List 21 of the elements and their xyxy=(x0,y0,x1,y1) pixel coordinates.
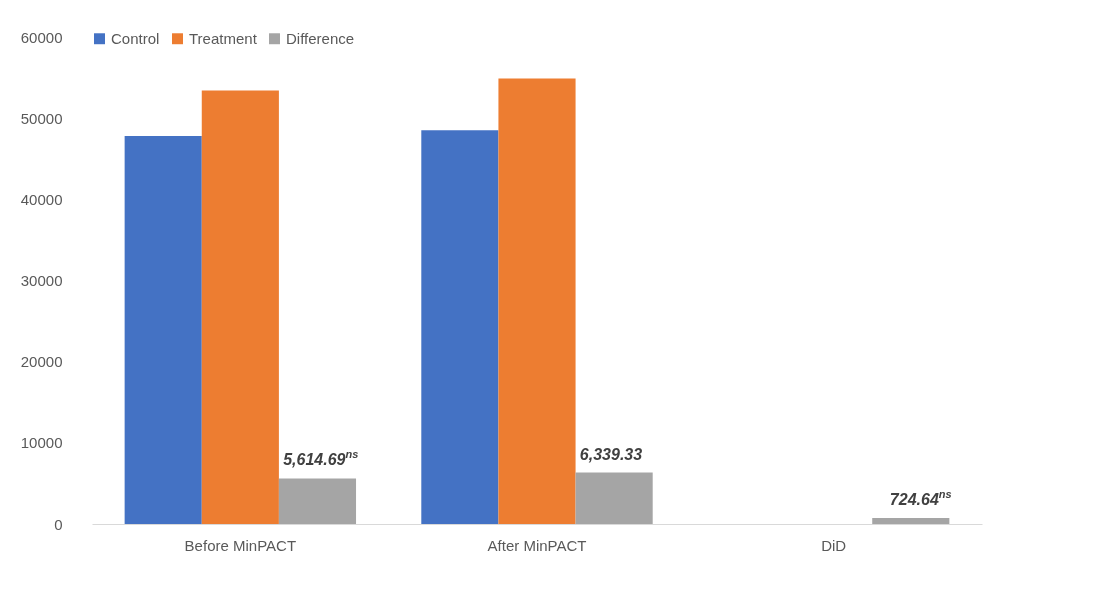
x-tick-label: Before MinPACT xyxy=(184,536,297,554)
data-label: 6,339.33 xyxy=(579,445,643,463)
legend-label: Difference xyxy=(286,29,355,47)
legend-label: Treatment xyxy=(189,29,258,47)
legend-label: Control xyxy=(111,29,160,47)
y-tick-label: 0 xyxy=(54,515,63,533)
bar xyxy=(872,518,950,524)
y-tick-label: 40000 xyxy=(20,190,63,208)
y-tick-label: 10000 xyxy=(20,434,63,452)
bar xyxy=(124,136,202,524)
bar xyxy=(498,78,576,524)
bar xyxy=(278,478,357,524)
bar xyxy=(421,130,499,524)
y-tick-label: 30000 xyxy=(20,272,63,289)
y-tick-label: 60000 xyxy=(20,28,63,46)
y-tick-label: 20000 xyxy=(20,353,63,371)
x-tick-label: After MinPACT xyxy=(487,536,587,554)
y-tick-label: 50000 xyxy=(20,109,63,127)
bar xyxy=(575,472,653,524)
bar xyxy=(201,90,279,524)
x-tick-label: DiD xyxy=(821,536,847,554)
